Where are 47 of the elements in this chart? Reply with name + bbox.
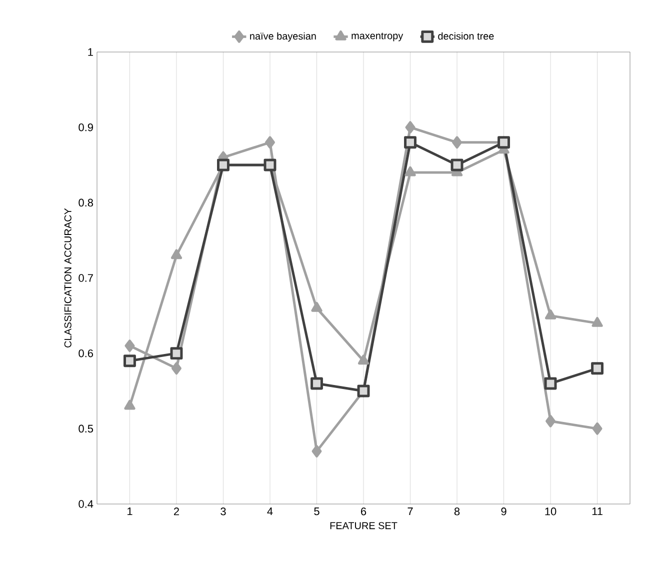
point (544, 309, 556, 320)
point (172, 362, 182, 375)
x-tick-label: 2 (174, 508, 179, 516)
x-tick-label: 6 (361, 508, 366, 516)
point (404, 166, 416, 176)
point (124, 354, 136, 368)
y-axis-title: CLASSIFICATION ACCURACY (64, 208, 72, 348)
legend-label: decision tree (438, 32, 494, 40)
x-tick-label: 4 (267, 508, 273, 516)
point (592, 422, 602, 435)
point (546, 414, 556, 428)
x-tick-label: 1 (128, 508, 132, 516)
point (124, 340, 135, 352)
point (310, 377, 323, 390)
x-tick-label: 7 (408, 508, 413, 516)
y-tick-label: 0.6 (78, 349, 93, 358)
point (217, 158, 230, 172)
x-tick-label: 11 (592, 508, 602, 516)
point (170, 249, 182, 260)
y-tick-label: 0.5 (78, 424, 94, 433)
y-tick-label: 0.7 (78, 274, 93, 282)
x-tick-label: 10 (545, 508, 556, 516)
y-tick-label: 0.4 (78, 500, 94, 508)
point (264, 158, 276, 172)
y-tick-label: 1 (88, 48, 93, 56)
point (405, 121, 416, 134)
legend-label: naïve bayesian (250, 32, 316, 42)
legend-label: maxentropy (352, 32, 404, 42)
x-tick-label: 3 (220, 508, 226, 516)
point (358, 354, 370, 365)
y-tick-label: 0.8 (78, 198, 93, 207)
point (265, 136, 275, 149)
point (311, 302, 322, 312)
x-tick-label: 9 (501, 508, 506, 516)
y-tick-label: 0.9 (78, 123, 93, 132)
point (452, 136, 462, 149)
point (312, 445, 322, 458)
point (404, 136, 416, 149)
point (544, 377, 557, 390)
point (592, 316, 603, 327)
x-tick-label: 5 (314, 508, 320, 516)
x-tick-label: 8 (454, 508, 460, 516)
point (450, 158, 464, 172)
x-axis-title: FEATURE SET (330, 522, 398, 530)
point (170, 347, 183, 360)
point (591, 362, 604, 375)
point (124, 400, 136, 410)
